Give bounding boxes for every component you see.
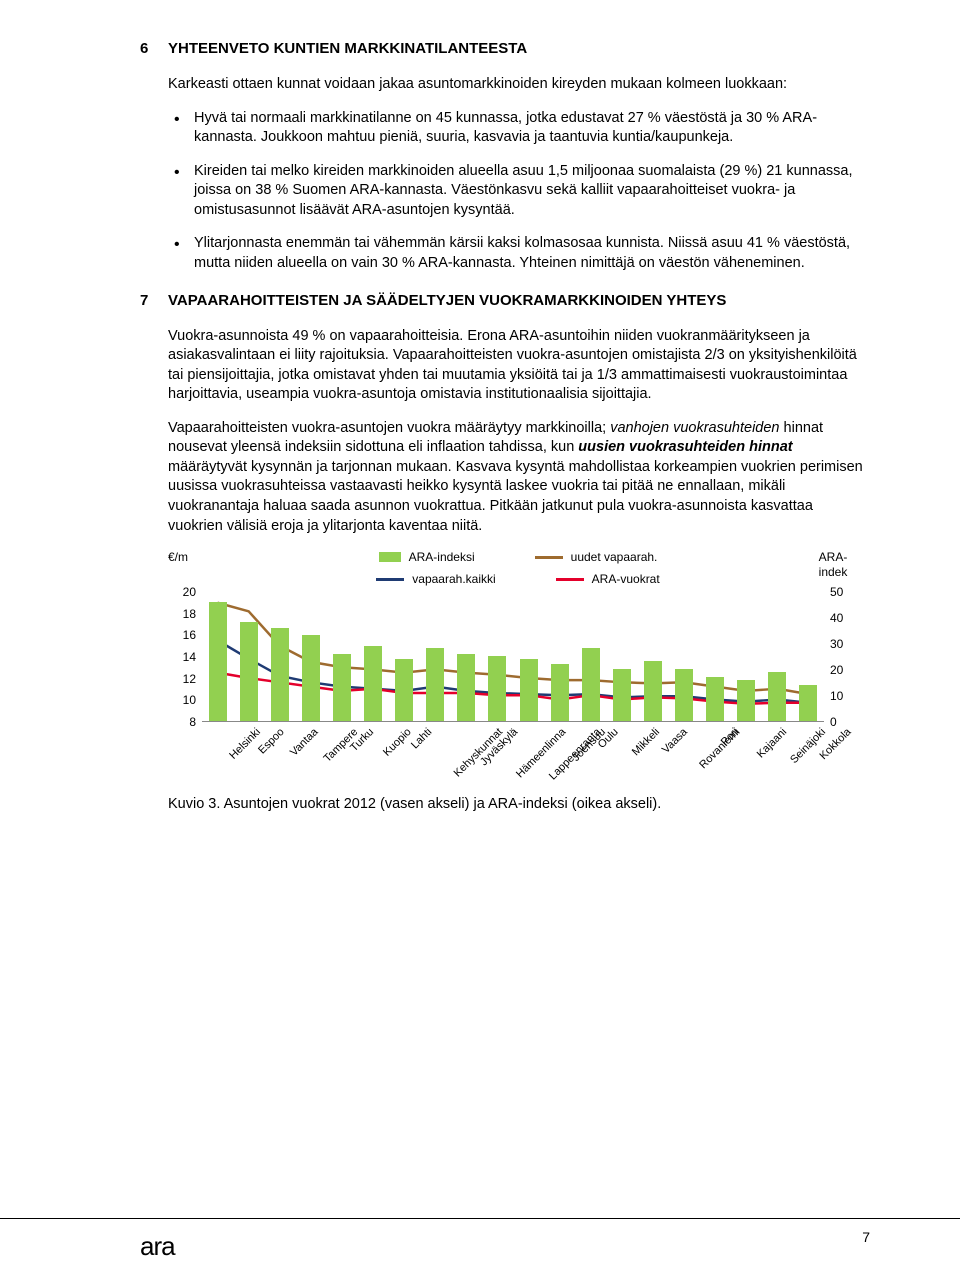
bar xyxy=(271,628,289,722)
bar xyxy=(209,602,227,722)
x-label: Mikkeli xyxy=(630,726,662,758)
x-label: Espoo xyxy=(256,726,287,757)
bar xyxy=(364,646,382,721)
section-6-bullets: Hyvä tai normaali markkinatilanne on 45 … xyxy=(168,109,870,274)
section-7-p1: Vuokra-asunnoista 49 % on vapaarahoittei… xyxy=(168,327,870,405)
section-7-num: 7 xyxy=(140,292,168,309)
bar xyxy=(333,654,351,722)
bar xyxy=(706,677,724,721)
x-label: Kajaani xyxy=(755,726,789,760)
y-left-tick: 16 xyxy=(183,628,196,642)
y-right-label: ARA-indek xyxy=(808,550,858,579)
legend-ara-vuokrat: ARA-vuokrat xyxy=(556,572,660,586)
bar xyxy=(613,669,631,721)
page-footer: ara 7 xyxy=(0,1218,960,1227)
section-6-title: YHTEENVETO KUNTIEN MARKKINATILANTEESTA xyxy=(168,40,870,57)
x-label: Seinäjoki xyxy=(788,726,828,766)
legend-ara-indeksi: ARA-indeksi xyxy=(379,550,475,564)
y-right-tick: 20 xyxy=(830,663,843,677)
bar xyxy=(582,648,600,721)
x-axis-labels: HelsinkiEspooVantaaTampereTurkuKuopioLah… xyxy=(202,722,824,792)
bar xyxy=(799,685,817,721)
legend-label: uudet vapaarah. xyxy=(571,550,658,564)
y-left-tick: 14 xyxy=(183,650,196,664)
bar xyxy=(520,659,538,721)
y-right-tick: 50 xyxy=(830,585,843,599)
y-axis-left: 2018161412108 xyxy=(168,592,202,722)
p2-pre: Vapaarahoitteisten vuokra-asuntojen vuok… xyxy=(168,420,610,436)
ara-logo: ara xyxy=(140,1231,175,1262)
x-label: Vaasa xyxy=(660,726,690,756)
y-left-tick: 8 xyxy=(189,715,196,729)
swatch-bar-icon xyxy=(379,552,401,562)
p2-italic-1: vanhojen vuokrasuhteiden xyxy=(610,420,779,436)
y-left-label: €/m xyxy=(168,550,228,564)
y-right-tick: 10 xyxy=(830,689,843,703)
bullet-item: Hyvä tai normaali markkinatilanne on 45 … xyxy=(168,109,870,148)
swatch-line-icon xyxy=(376,578,404,581)
section-6-num: 6 xyxy=(140,40,168,57)
y-left-tick: 12 xyxy=(183,672,196,686)
y-right-tick: 40 xyxy=(830,611,843,625)
bar xyxy=(302,635,320,721)
section-6-heading: 6 YHTEENVETO KUNTIEN MARKKINATILANTEESTA xyxy=(140,40,870,57)
bar xyxy=(426,648,444,721)
bar xyxy=(737,680,755,722)
y-left-tick: 18 xyxy=(183,607,196,621)
bar xyxy=(551,664,569,721)
page-number: 7 xyxy=(862,1229,870,1245)
legend-label: ARA-vuokrat xyxy=(592,572,660,586)
chart-legend: €/m ARA-indeksi uudet vapaarah. vapaarah… xyxy=(168,550,858,586)
x-label: Lahti xyxy=(409,726,434,751)
x-label: Helsinki xyxy=(227,726,263,762)
bullet-item: Kireiden tai melko kireiden markkinoiden… xyxy=(168,162,870,221)
bar xyxy=(240,622,258,721)
x-label: Vantaa xyxy=(288,726,321,759)
line-overlay xyxy=(202,592,824,721)
chart-area: 2018161412108 50403020100 HelsinkiEspooV… xyxy=(168,592,858,722)
bullet-item: Ylitarjonnasta enemmän tai vähemmän kärs… xyxy=(168,234,870,273)
plot-area xyxy=(202,592,824,722)
y-left-tick: 20 xyxy=(183,585,196,599)
legend-kaikki: vapaarah.kaikki xyxy=(376,572,495,586)
swatch-line-icon xyxy=(535,556,563,559)
bar xyxy=(488,656,506,721)
bar xyxy=(675,669,693,721)
y-right-tick: 30 xyxy=(830,637,843,651)
bar xyxy=(768,672,786,721)
p2-post: määräytyvät kysynnän ja tarjonnan mukaan… xyxy=(168,459,863,534)
bar xyxy=(644,661,662,721)
bar xyxy=(395,659,413,721)
section-6-intro: Karkeasti ottaen kunnat voidaan jakaa as… xyxy=(168,75,870,95)
swatch-line-icon xyxy=(556,578,584,581)
chart-wrap: €/m ARA-indeksi uudet vapaarah. vapaarah… xyxy=(168,550,858,722)
y-axis-right: 50403020100 xyxy=(824,592,858,722)
legend-label: ARA-indeksi xyxy=(409,550,475,564)
section-7-title: VAPAARAHOITTEISTEN JA SÄÄDELTYJEN VUOKRA… xyxy=(168,292,870,309)
y-right-tick: 0 xyxy=(830,715,837,729)
legend-uudet: uudet vapaarah. xyxy=(535,550,658,564)
bar xyxy=(457,654,475,722)
section-7-heading: 7 VAPAARAHOITTEISTEN JA SÄÄDELTYJEN VUOK… xyxy=(140,292,870,309)
chart-caption: Kuvio 3. Asuntojen vuokrat 2012 (vasen a… xyxy=(168,796,870,812)
section-7-p2: Vapaarahoitteisten vuokra-asuntojen vuok… xyxy=(168,419,870,536)
p2-italic-2: uusien vuokrasuhteiden hinnat xyxy=(578,439,792,455)
y-left-tick: 10 xyxy=(183,693,196,707)
legend-label: vapaarah.kaikki xyxy=(412,572,495,586)
